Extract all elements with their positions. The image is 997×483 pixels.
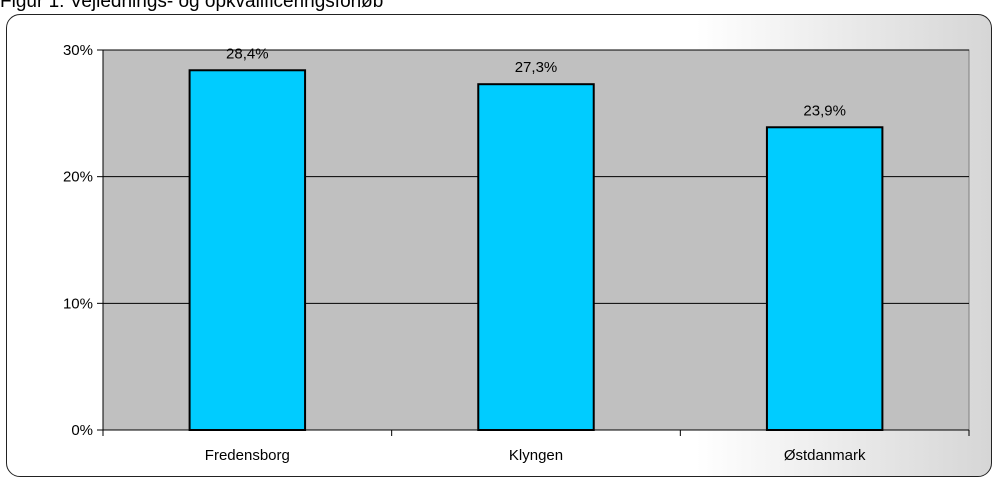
data-label: 23,9% [803, 102, 846, 119]
y-tick-label: 0% [71, 422, 93, 439]
axes [97, 49, 970, 436]
bar-chart: 0% 10% 20% 30% 28,4% Fredensborg 27,3% Klyngen 2… [63, 42, 970, 464]
category-label: Fredensborg [205, 447, 290, 464]
y-tick-label: 10% [63, 295, 93, 312]
data-label: 27,3% [515, 59, 558, 76]
data-label: 28,4% [226, 45, 269, 62]
figure-caption: Figur 1: Vejlednings- og opkvalificering… [0, 0, 384, 12]
chart-frame: 0% 10% 20% 30% 28,4% Fredensborg 27,3% Klyngen 2… [6, 14, 992, 477]
bars [188, 69, 884, 432]
bar [188, 69, 307, 432]
bar [477, 83, 595, 431]
category-label: Klyngen [509, 447, 563, 464]
y-tick-label: 20% [63, 169, 93, 186]
category-label: Østdanmark [784, 447, 866, 464]
labels: 0% 10% 20% 30% 28,4% Fredensborg 27,3% Klyngen 2… [63, 42, 866, 464]
y-tick-label: 30% [63, 42, 93, 59]
bar [765, 126, 884, 432]
